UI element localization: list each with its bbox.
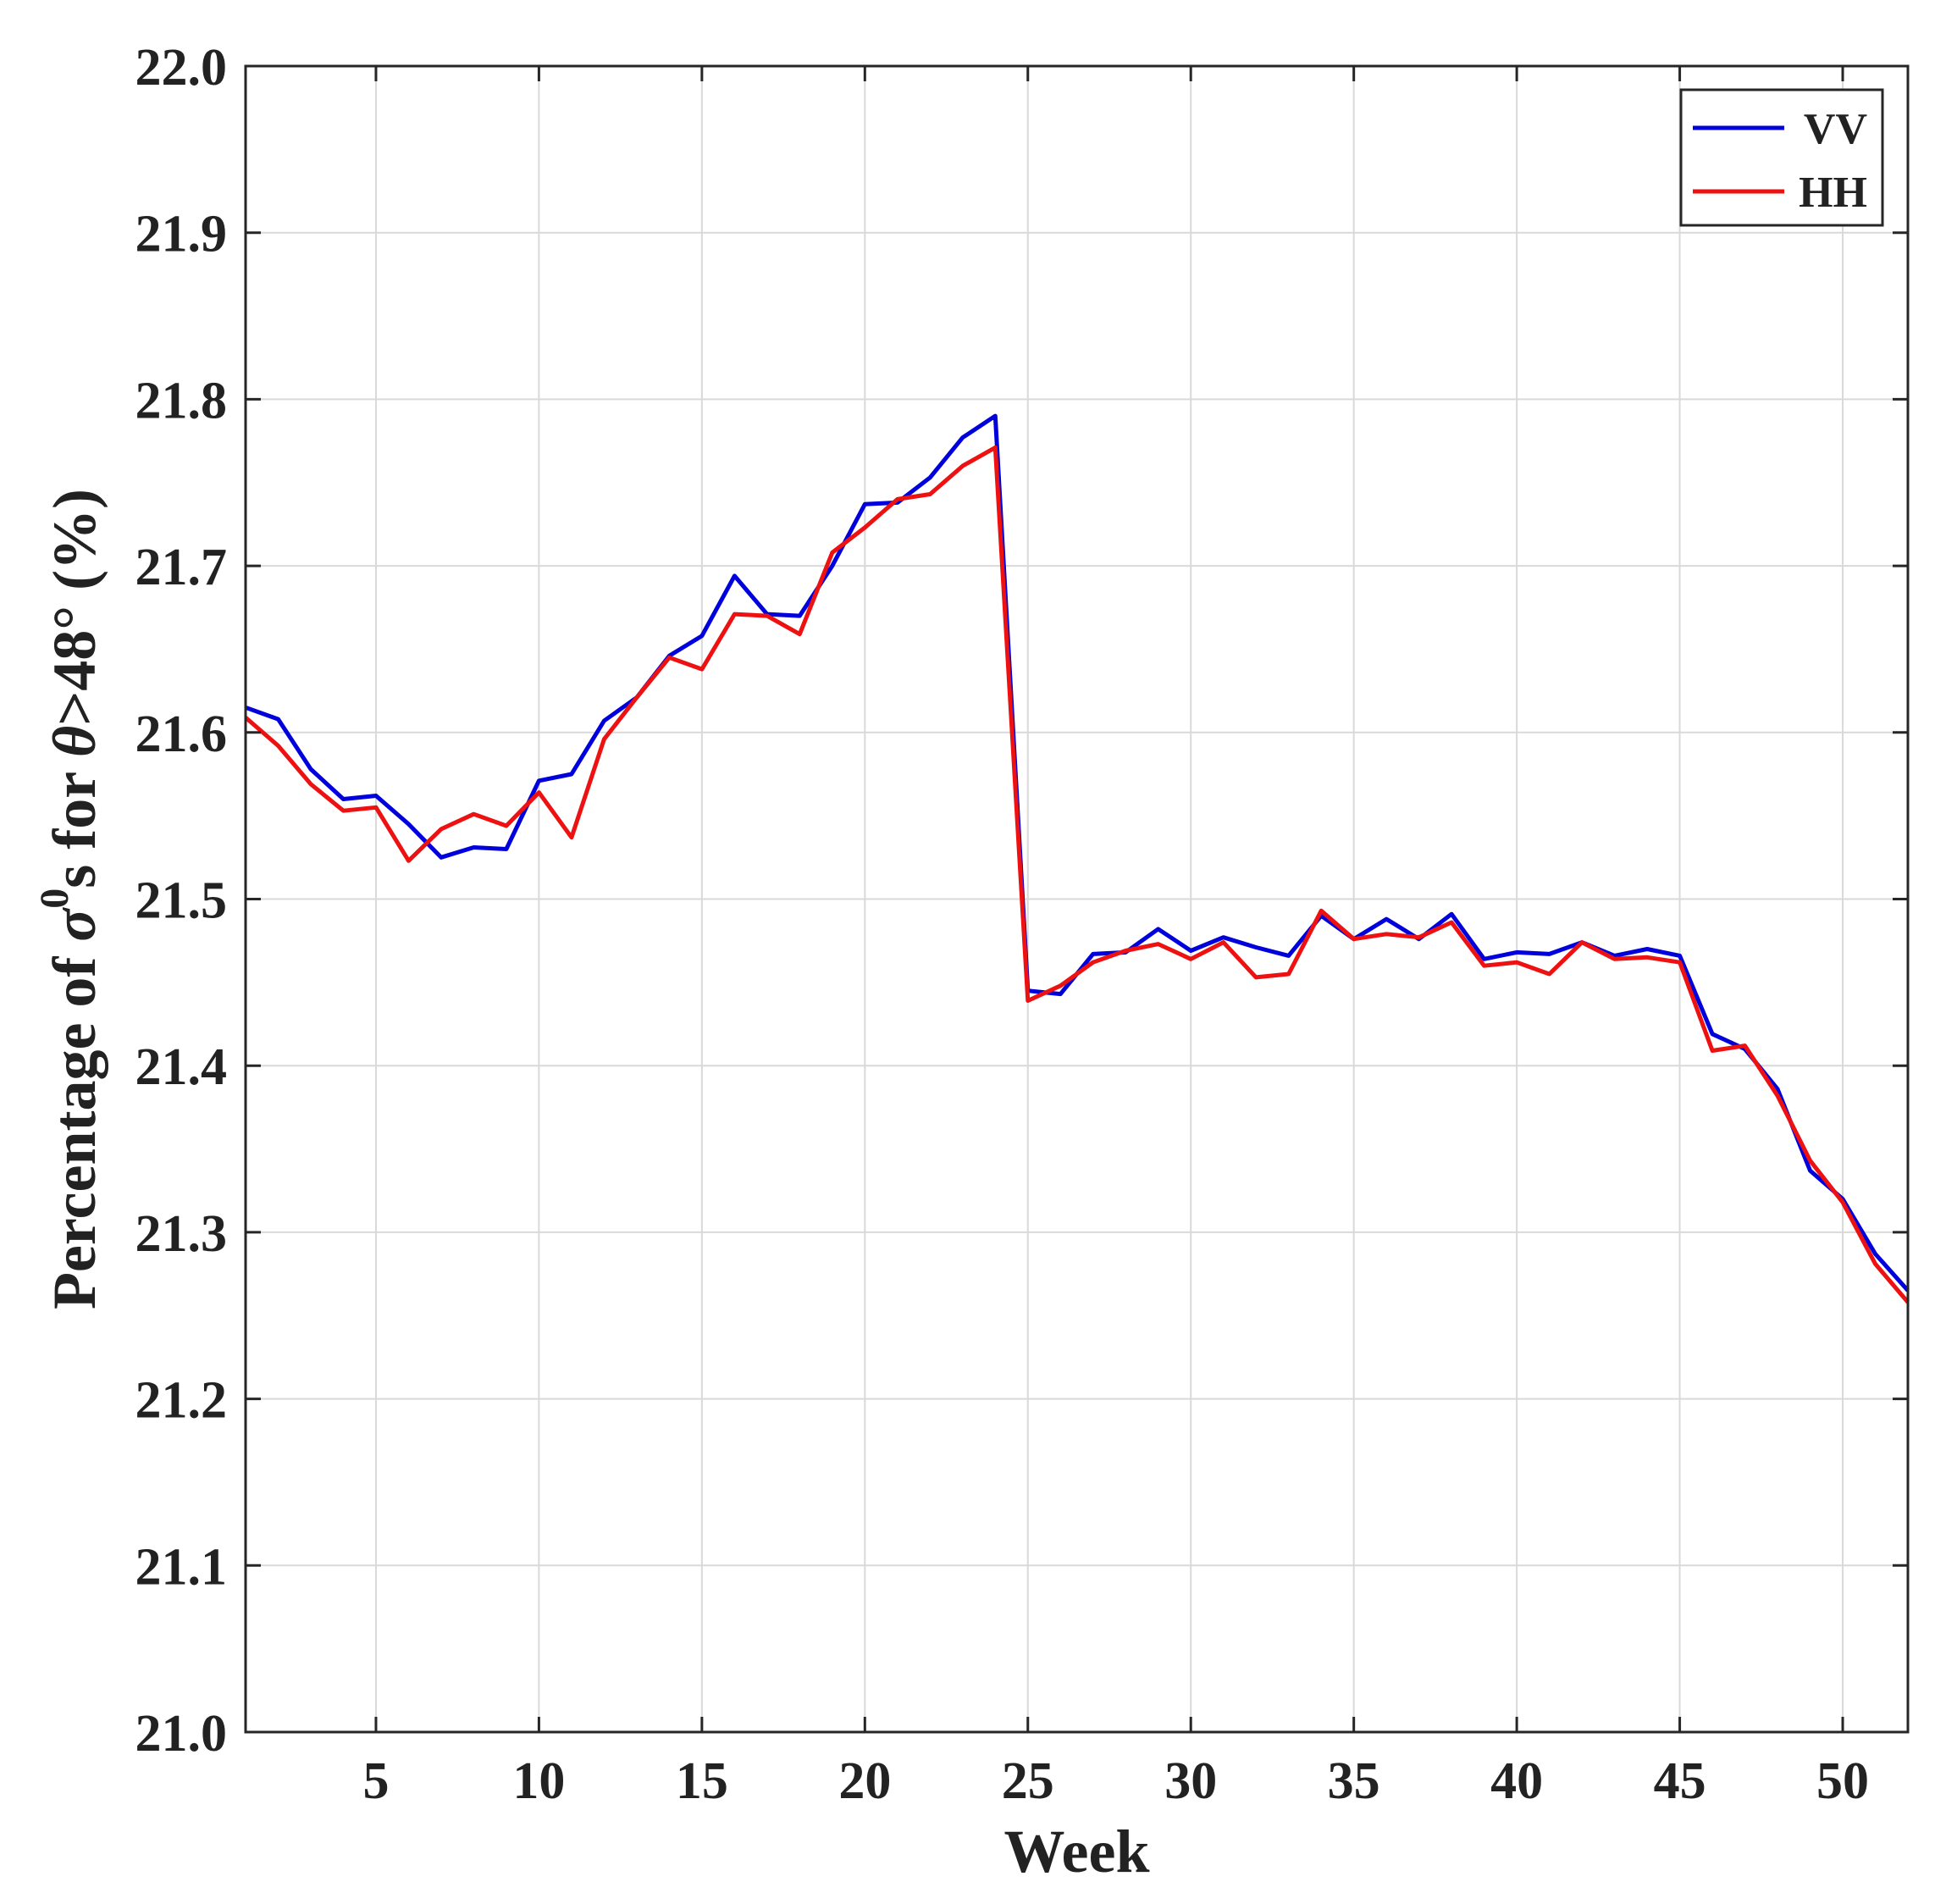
y-tick-label: 21.3 [135,1205,228,1263]
y-tick-label: 21.1 [135,1538,228,1596]
x-tick-label: 30 [1164,1752,1217,1810]
y-axis-label-suffix: >48° (%) [41,489,108,726]
y-tick-label: 22.0 [135,39,228,97]
y-tick-label: 21.6 [135,706,228,763]
y-tick-label: 21.7 [135,539,228,596]
series-line-hh [244,445,1910,1304]
series-group [244,413,1910,1304]
y-axis-label-theta: θ [41,726,108,757]
legend: VV HH [1679,88,1884,227]
legend-box [1679,88,1884,227]
x-tick-label: 15 [676,1752,728,1810]
y-axis-label-middle: s for [41,757,108,888]
x-tick-label: 5 [362,1752,389,1810]
y-axis-label-prefix: Percentage of [41,942,108,1309]
y-tick-label: 21.2 [135,1372,228,1430]
y-tick-label: 21.8 [135,372,228,429]
legend-label-vv: VV [1804,105,1867,153]
x-tick-label: 40 [1490,1752,1543,1810]
x-tick-label: 10 [512,1752,565,1810]
x-tick-label: 35 [1328,1752,1380,1810]
y-axis-label: Percentage of σ0s for θ>48° (%) [32,489,108,1309]
y-axis-label-superscript: 0 [32,888,77,909]
y-tick-label: 21.0 [135,1705,228,1763]
legend-label-hh: HH [1799,169,1867,217]
x-tick-label: 45 [1654,1752,1706,1810]
y-axis-label-sigma: σ [41,907,108,942]
x-tick-label: 20 [838,1752,891,1810]
ticks: 5 10 15 20 25 30 35 40 45 50 21.0 21.1 21.2 21.3 21.4 2… [135,39,1908,1810]
x-axis-label: Week [1004,1818,1150,1885]
x-tick-label: 25 [1002,1752,1054,1810]
x-tick-label: 50 [1816,1752,1869,1810]
y-tick-label: 21.5 [135,872,228,930]
y-tick-label: 21.9 [135,206,228,263]
y-tick-label: 21.4 [135,1038,228,1096]
